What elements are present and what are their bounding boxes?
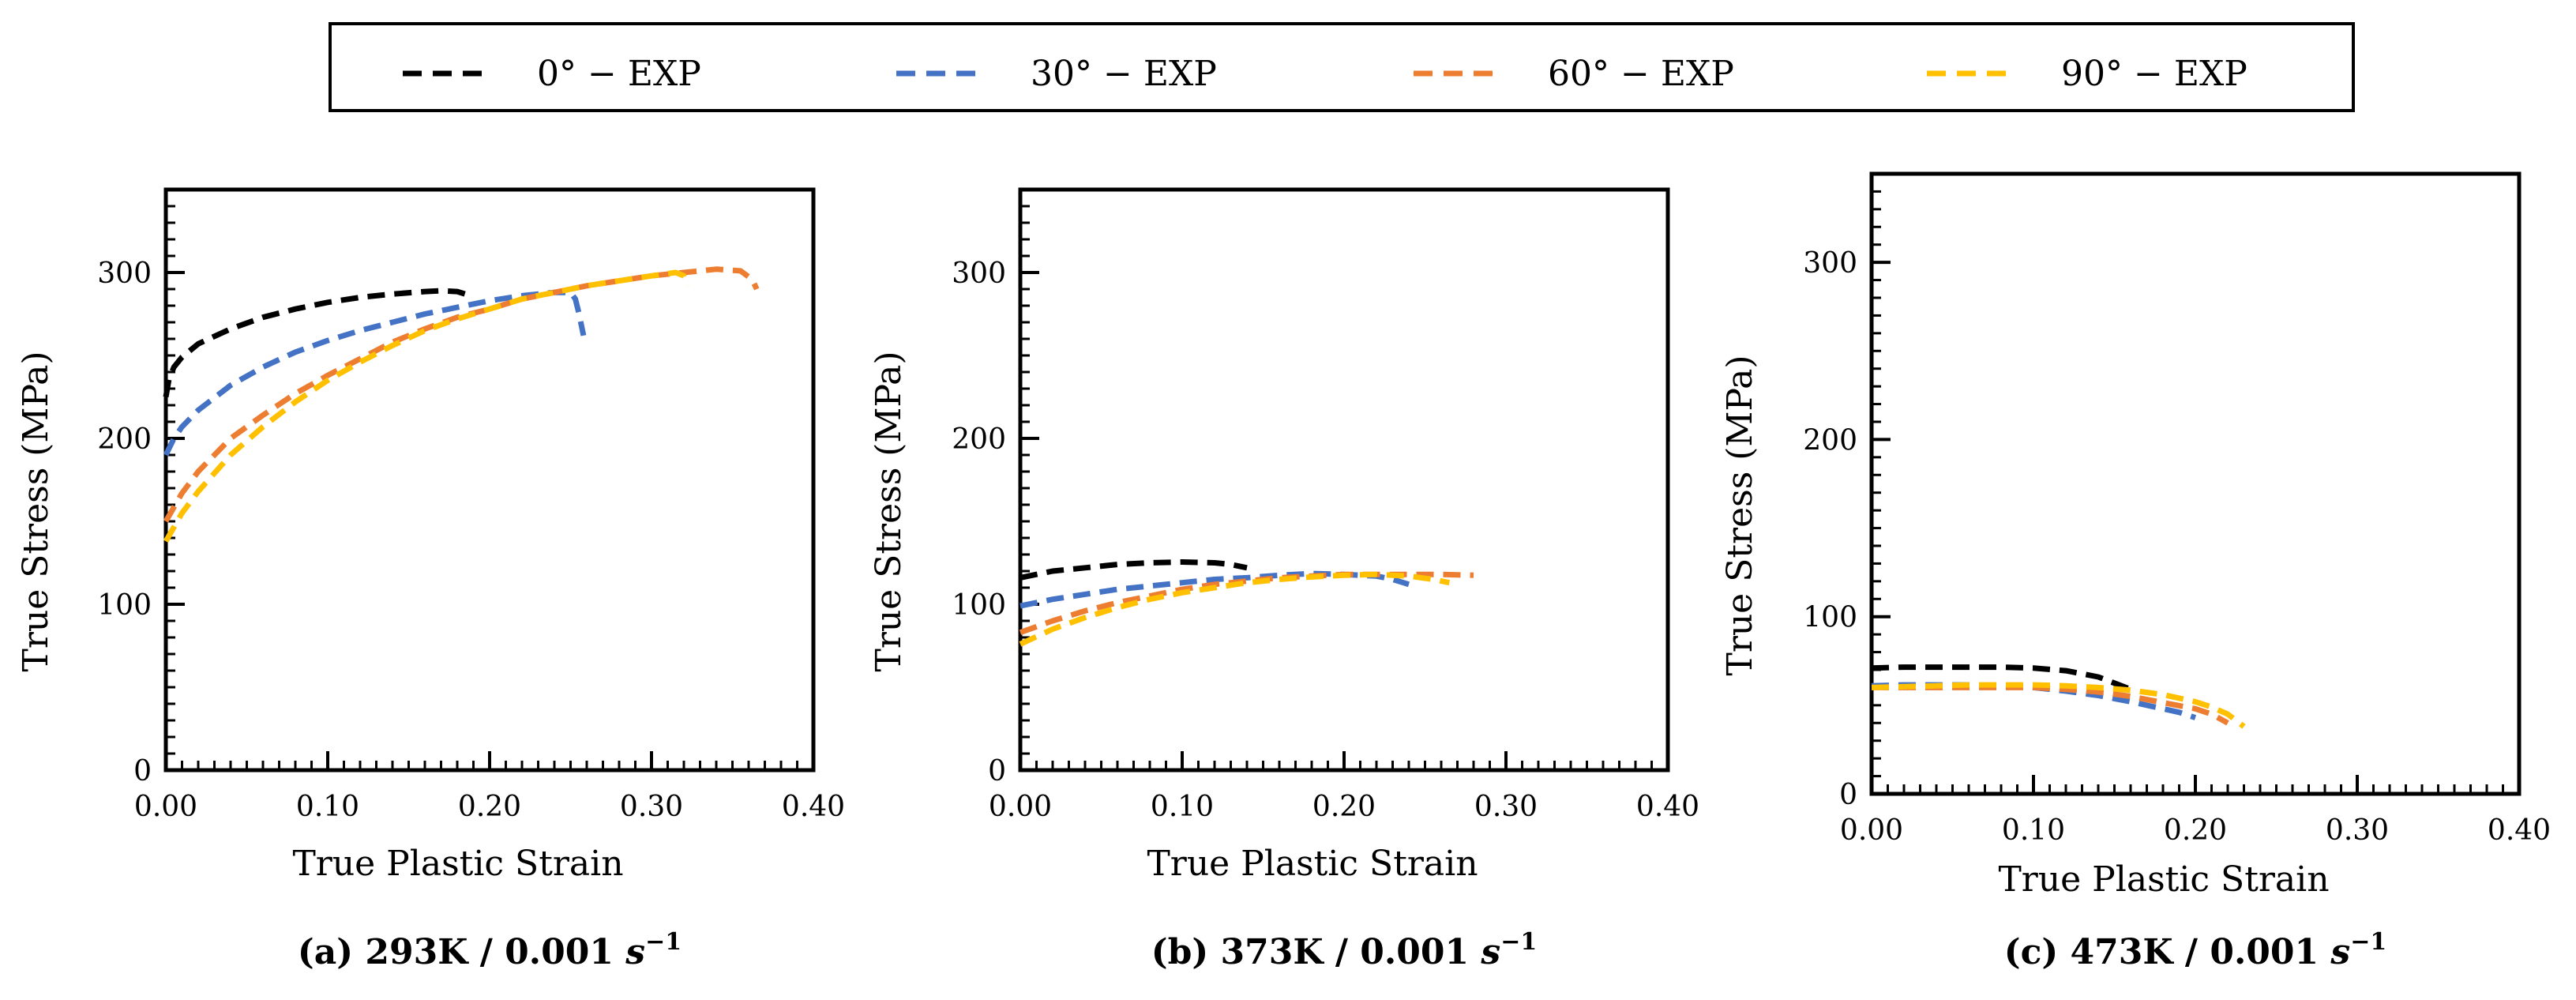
y-tick-label: 100: [1803, 602, 1857, 634]
series-line-3: [163, 269, 690, 543]
y-tick-label: 100: [97, 589, 152, 622]
legend-entry-1: 30° − EXP: [896, 54, 1217, 94]
series-line-3: [1871, 682, 2246, 729]
y-tick-label: 300: [97, 258, 152, 290]
x-tick-label: 0.30: [2326, 814, 2389, 847]
chart-panel-c: 0 100 200 300 0.00 0.10 0.20 0.30 0.40 True Plast…: [1720, 171, 2551, 972]
x-tick-label: 0.20: [2164, 814, 2227, 847]
panel-caption: (a) 293K / 0.001 s−1: [298, 928, 682, 972]
y-tick-label: 100: [952, 589, 1006, 622]
legend-frame: [329, 22, 2355, 112]
x-axis-title: True Plastic Strain: [1998, 859, 2329, 900]
y-tick-label: 0: [133, 755, 152, 788]
y-tick-label: 200: [97, 423, 152, 456]
legend-label-1: 30° − EXP: [1031, 54, 1217, 94]
y-axis-title: True Stress (MPa): [16, 351, 56, 671]
panel-caption: (b) 373K / 0.001 s−1: [1151, 928, 1537, 972]
caption-main: (a) 293K / 0.001: [298, 932, 625, 972]
series-line-2: [1872, 684, 2229, 726]
caption-unit: s: [1480, 932, 1500, 972]
x-tick-label: 0.40: [782, 791, 845, 823]
y-tick-label: 0: [1839, 779, 1857, 811]
x-axis-title: True Plastic Strain: [1147, 844, 1478, 884]
series-line-2: [163, 266, 760, 523]
y-tick-label: 200: [1803, 424, 1857, 457]
caption-exponent: −1: [2350, 928, 2386, 956]
legend-label-2: 60° − EXP: [1548, 54, 1734, 94]
y-tick-label: 300: [952, 258, 1006, 290]
x-tick-label: 0.20: [458, 791, 521, 823]
caption-main: (c) 473K / 0.001: [2004, 932, 2331, 972]
caption-unit: s: [625, 932, 645, 972]
x-tick-label: 0.10: [296, 791, 359, 823]
series-line-0: [163, 288, 467, 398]
series-line-3: [1019, 571, 1451, 647]
caption-unit: s: [2330, 932, 2350, 972]
plot-area: [163, 187, 816, 773]
x-tick-label: 0.00: [134, 791, 197, 823]
x-tick-label: 0.30: [620, 791, 683, 823]
series-line-0: [1871, 664, 2132, 692]
x-tick-label: 0.20: [1312, 791, 1376, 823]
x-tick-label: 0.00: [989, 791, 1052, 823]
x-axis-title: True Plastic Strain: [292, 844, 623, 884]
x-tick-label: 0.40: [1636, 791, 1699, 823]
series-line-1: [163, 289, 587, 457]
legend-label-0: 0° − EXP: [537, 54, 701, 94]
x-tick-label: 0.40: [2488, 814, 2551, 847]
panel-caption: (c) 473K / 0.001 s−1: [2004, 928, 2386, 972]
plot-area: [1018, 187, 1670, 773]
y-tick-label: 200: [952, 423, 1006, 456]
x-tick-label: 0.00: [1840, 814, 1903, 847]
legend-entry-3: 90° − EXP: [1927, 54, 2247, 94]
legend-label-3: 90° − EXP: [2061, 54, 2247, 94]
x-tick-label: 0.10: [1151, 791, 1214, 823]
y-axis-title: True Stress (MPa): [1720, 355, 1760, 675]
legend-entry-0: 0° − EXP: [403, 54, 701, 94]
y-tick-label: 0: [988, 755, 1006, 788]
legend: 0° − EXP 30° − EXP 60° − EXP 90° − EXP: [329, 22, 2355, 112]
chart-panel-a: 0 100 200 300 0.00 0.10 0.20 0.30 0.40 True Plast…: [16, 187, 845, 972]
caption-exponent: −1: [645, 928, 682, 956]
x-tick-label: 0.30: [1474, 791, 1538, 823]
caption-exponent: −1: [1500, 928, 1537, 956]
y-axis-title: True Stress (MPa): [869, 351, 909, 671]
series-line-0: [1020, 559, 1248, 581]
y-tick-label: 300: [1803, 247, 1857, 280]
caption-main: (b) 373K / 0.001: [1151, 932, 1481, 972]
legend-entry-2: 60° − EXP: [1414, 54, 1734, 94]
chart-panel-b: 0 100 200 300 0.00 0.10 0.20 0.30 0.40 True Plast…: [869, 187, 1699, 972]
x-tick-label: 0.10: [2002, 814, 2065, 847]
